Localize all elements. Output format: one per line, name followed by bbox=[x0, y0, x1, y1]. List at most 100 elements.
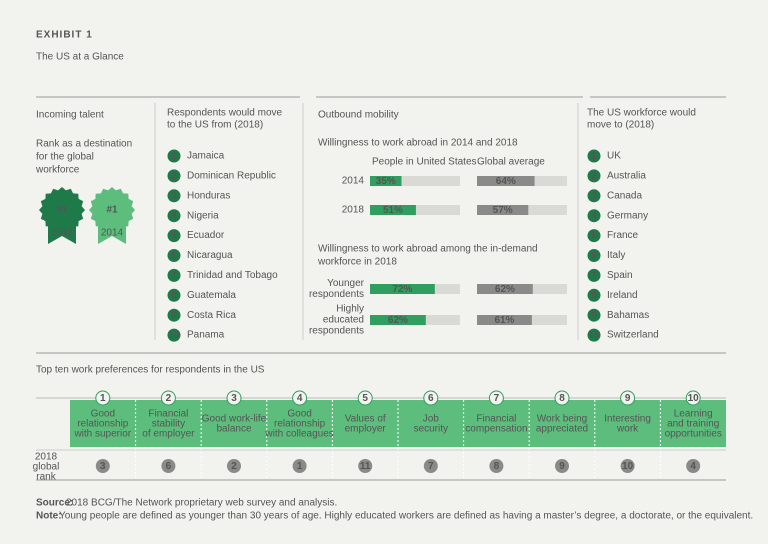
rank-number: 9 bbox=[171, 310, 177, 321]
badge-rosette bbox=[89, 187, 135, 233]
list-heading: to the US from (2018) bbox=[167, 120, 263, 131]
preference-label: security bbox=[414, 424, 448, 435]
rank-number: 5 bbox=[171, 231, 177, 242]
rank-number: 7 bbox=[494, 393, 500, 404]
column-header: People in United States bbox=[372, 157, 477, 168]
preference-label: Values of bbox=[345, 414, 386, 425]
preference-label: balance bbox=[216, 424, 251, 435]
global-rank: 2 bbox=[231, 461, 237, 472]
list-item: Switzerland bbox=[607, 330, 659, 341]
rank-circle bbox=[160, 390, 176, 406]
preference-label: Interesting bbox=[604, 414, 651, 425]
global-rank: 8 bbox=[494, 461, 500, 472]
bar bbox=[477, 205, 529, 215]
list-item: Nigeria bbox=[187, 210, 219, 221]
list-item: Canada bbox=[607, 190, 642, 201]
rank-circle bbox=[167, 268, 181, 282]
rank-number: 4 bbox=[171, 211, 177, 222]
rank-circle bbox=[292, 390, 308, 406]
rank-circle bbox=[587, 209, 601, 223]
row-label: respondents bbox=[309, 289, 364, 300]
preference-label: of employer bbox=[142, 429, 195, 440]
list-item: Costa Rica bbox=[187, 310, 236, 321]
global-rank: 1 bbox=[297, 461, 303, 472]
list-item: Nicaragua bbox=[187, 250, 233, 261]
rank-circle bbox=[167, 149, 181, 163]
list-heading: Respondents would move bbox=[167, 108, 283, 119]
global-rank-circle bbox=[161, 459, 176, 473]
rank-number: 1 bbox=[591, 151, 597, 162]
global-rank-circle bbox=[555, 459, 569, 473]
list-item: Germany bbox=[607, 210, 648, 221]
list-item: Bahamas bbox=[607, 310, 649, 321]
section-subtitle: workforce in 2018 bbox=[317, 257, 397, 268]
list-item: Australia bbox=[607, 171, 646, 182]
preference-label: opportunities bbox=[665, 429, 722, 440]
rank-number: 4 bbox=[591, 211, 597, 222]
preference-label: Good bbox=[287, 409, 311, 420]
rank-circle bbox=[587, 288, 601, 302]
global-rank-circle bbox=[686, 459, 701, 473]
global-rank-circle bbox=[292, 459, 307, 473]
list-item: Panama bbox=[187, 330, 225, 341]
badge-year: 2014 bbox=[101, 228, 124, 239]
rank-circle bbox=[587, 328, 601, 342]
bar bbox=[370, 284, 435, 294]
source-label: Source: bbox=[36, 498, 73, 509]
preference-label: Good bbox=[91, 409, 115, 420]
rank-number: 5 bbox=[591, 231, 597, 242]
global-rank-circle bbox=[423, 459, 438, 473]
exhibit-label: EXHIBIT 1 bbox=[36, 30, 93, 41]
preference-label: Financial bbox=[148, 409, 188, 420]
rank-text: Rank as a destination bbox=[36, 139, 132, 150]
list-item: Ireland bbox=[607, 290, 638, 301]
bar bbox=[477, 284, 533, 294]
rank-number: 9 bbox=[625, 393, 631, 404]
global-rank: 9 bbox=[559, 461, 565, 472]
rank-number: 3 bbox=[231, 393, 237, 404]
section-heading: Outbound mobility bbox=[318, 110, 399, 121]
note-text: Young people are defined as younger than… bbox=[59, 511, 753, 522]
rank-circle bbox=[554, 390, 570, 406]
rank-number: 1 bbox=[100, 393, 106, 404]
rank-number: 7 bbox=[591, 271, 597, 282]
preference-label: Financial bbox=[476, 414, 516, 425]
rank-circle bbox=[167, 209, 181, 223]
rank-circle bbox=[587, 249, 601, 262]
badge-rank: #1 bbox=[106, 205, 118, 216]
row-label: 2014 bbox=[342, 176, 365, 187]
global-rank-circle bbox=[489, 459, 504, 473]
rank-text: workforce bbox=[35, 165, 80, 176]
list-item: Jamaica bbox=[187, 151, 225, 162]
page-title: The US at a Glance bbox=[36, 52, 124, 63]
row-label: Younger bbox=[327, 278, 365, 289]
bar-value-label: 62% bbox=[495, 284, 515, 295]
badge-rank: #1 bbox=[56, 205, 68, 216]
global-rank-circle bbox=[620, 459, 635, 473]
preference-label: and training bbox=[667, 419, 719, 430]
preference-label: relationship bbox=[77, 419, 129, 430]
preference-label: relationship bbox=[274, 419, 326, 430]
rank-number: 2 bbox=[591, 171, 597, 182]
bar bbox=[477, 315, 532, 325]
section-subtitle: Willingness to work abroad in 2014 and 2… bbox=[318, 138, 518, 149]
rank-number: 5 bbox=[362, 393, 368, 404]
rank-circle bbox=[167, 288, 181, 302]
rank-number: 10 bbox=[588, 330, 600, 341]
section-subtitle: Willingness to work abroad among the in-… bbox=[318, 244, 538, 255]
note-label: Note: bbox=[36, 511, 62, 522]
rank-number: 9 bbox=[591, 310, 597, 321]
rank-circle bbox=[587, 229, 601, 243]
bar bbox=[370, 176, 402, 186]
rank-number: 3 bbox=[171, 191, 177, 202]
preference-label: stability bbox=[152, 419, 185, 430]
rank-circle bbox=[357, 390, 373, 406]
rank-number: 6 bbox=[428, 393, 434, 404]
rank-number: 4 bbox=[297, 393, 303, 404]
section-heading: Top ten work preferences for respondents… bbox=[36, 365, 265, 376]
rank-circle bbox=[167, 308, 181, 322]
bar bbox=[477, 176, 535, 186]
rank-number: 8 bbox=[591, 290, 597, 301]
rank-circle bbox=[167, 169, 181, 183]
